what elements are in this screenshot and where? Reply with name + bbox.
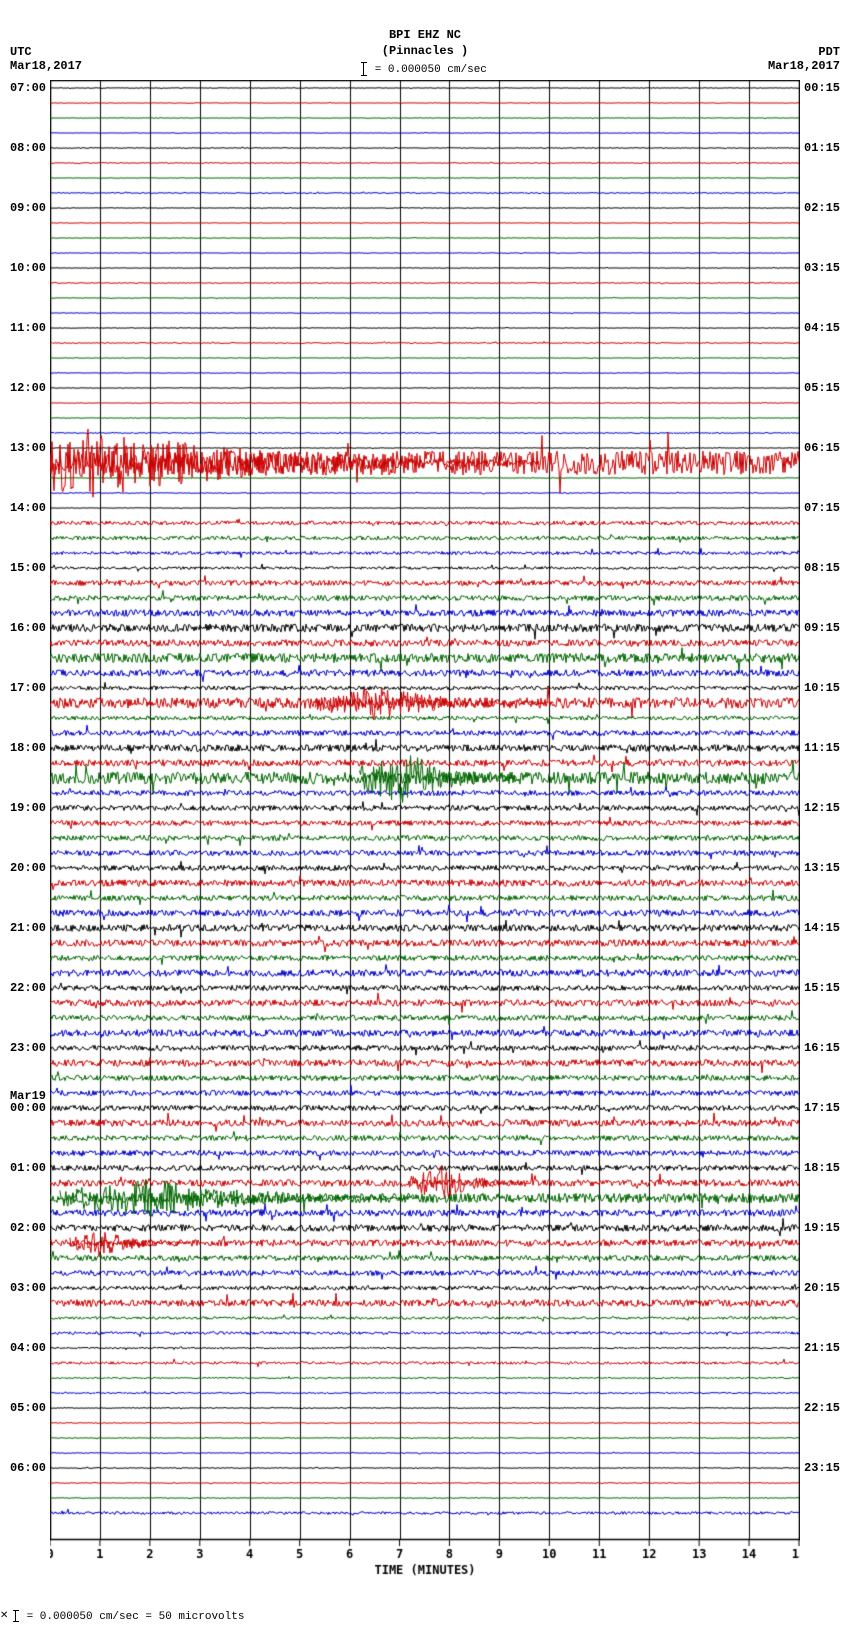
utc-time-label: 11:00 bbox=[2, 322, 46, 334]
pdt-time-label: 16:15 bbox=[804, 1042, 840, 1054]
utc-time-label: 05:00 bbox=[2, 1402, 46, 1414]
pdt-time-label: 00:15 bbox=[804, 82, 840, 94]
utc-time-label: 02:00 bbox=[2, 1222, 46, 1234]
pdt-time-label: 10:15 bbox=[804, 682, 840, 694]
pdt-time-label: 19:15 bbox=[804, 1222, 840, 1234]
right-date-label: Mar18,2017 bbox=[768, 59, 840, 73]
utc-time-label: 19:00 bbox=[2, 802, 46, 814]
pdt-time-label: 02:15 bbox=[804, 202, 840, 214]
pdt-time-label: 12:15 bbox=[804, 802, 840, 814]
scale-bar-icon bbox=[363, 62, 364, 76]
utc-time-label: 01:00 bbox=[2, 1162, 46, 1174]
pdt-time-label: 15:15 bbox=[804, 982, 840, 994]
utc-time-label: 12:00 bbox=[2, 382, 46, 394]
utc-time-label: 18:00 bbox=[2, 742, 46, 754]
seismogram-canvas bbox=[50, 80, 800, 1580]
utc-time-label: 08:00 bbox=[2, 142, 46, 154]
scale-bar-icon bbox=[15, 1610, 16, 1622]
utc-time-label: 16:00 bbox=[2, 622, 46, 634]
header: UTC Mar18,2017 BPI EHZ NC (Pinnacles ) =… bbox=[0, 0, 850, 80]
pdt-time-label: 07:15 bbox=[804, 502, 840, 514]
utc-time-label: 17:00 bbox=[2, 682, 46, 694]
utc-time-label: 14:00 bbox=[2, 502, 46, 514]
footer: ✕ = 0.000050 cm/sec = 50 microvolts bbox=[0, 1580, 850, 1633]
pdt-time-label: 20:15 bbox=[804, 1282, 840, 1294]
station-label: BPI EHZ NC bbox=[0, 28, 850, 44]
header-center: BPI EHZ NC (Pinnacles ) bbox=[0, 28, 850, 59]
pdt-time-label: 08:15 bbox=[804, 562, 840, 574]
pdt-time-label: 21:15 bbox=[804, 1342, 840, 1354]
utc-time-label: 21:00 bbox=[2, 922, 46, 934]
pdt-time-label: 01:15 bbox=[804, 142, 840, 154]
scale-legend: = 0.000050 cm/sec bbox=[0, 62, 850, 76]
utc-time-label: 13:00 bbox=[2, 442, 46, 454]
pdt-time-label: 17:15 bbox=[804, 1102, 840, 1114]
utc-time-label: 09:00 bbox=[2, 202, 46, 214]
pdt-time-label: 22:15 bbox=[804, 1402, 840, 1414]
pdt-time-label: 06:15 bbox=[804, 442, 840, 454]
pdt-time-label: 04:15 bbox=[804, 322, 840, 334]
utc-time-label: 03:00 bbox=[2, 1282, 46, 1294]
utc-time-label: 06:00 bbox=[2, 1462, 46, 1474]
utc-time-label: 00:00 bbox=[2, 1102, 46, 1114]
utc-time-label: 10:00 bbox=[2, 262, 46, 274]
pdt-time-label: 05:15 bbox=[804, 382, 840, 394]
utc-time-label: 22:00 bbox=[2, 982, 46, 994]
pdt-time-label: 23:15 bbox=[804, 1462, 840, 1474]
right-timezone-label: PDT bbox=[768, 45, 840, 59]
header-right: PDT Mar18,2017 bbox=[768, 45, 840, 74]
utc-time-label: 07:00 bbox=[2, 82, 46, 94]
pdt-time-label: 03:15 bbox=[804, 262, 840, 274]
heliplot: 07:00 08:00 09:00 10:00 11:00 12:00 13:00 14:00… bbox=[0, 80, 850, 1580]
pdt-time-label: 11:15 bbox=[804, 742, 840, 754]
location-label: (Pinnacles ) bbox=[0, 44, 850, 60]
utc-time-label: 20:00 bbox=[2, 862, 46, 874]
utc-time-label: 23:00 bbox=[2, 1042, 46, 1054]
pdt-time-label: 18:15 bbox=[804, 1162, 840, 1174]
pdt-time-label: 14:15 bbox=[804, 922, 840, 934]
utc-time-label: 04:00 bbox=[2, 1342, 46, 1354]
pdt-time-label: 13:15 bbox=[804, 862, 840, 874]
scale-text: = 0.000050 cm/sec bbox=[375, 64, 487, 76]
pdt-time-label: 09:15 bbox=[804, 622, 840, 634]
utc-time-label: 15:00 bbox=[2, 562, 46, 574]
